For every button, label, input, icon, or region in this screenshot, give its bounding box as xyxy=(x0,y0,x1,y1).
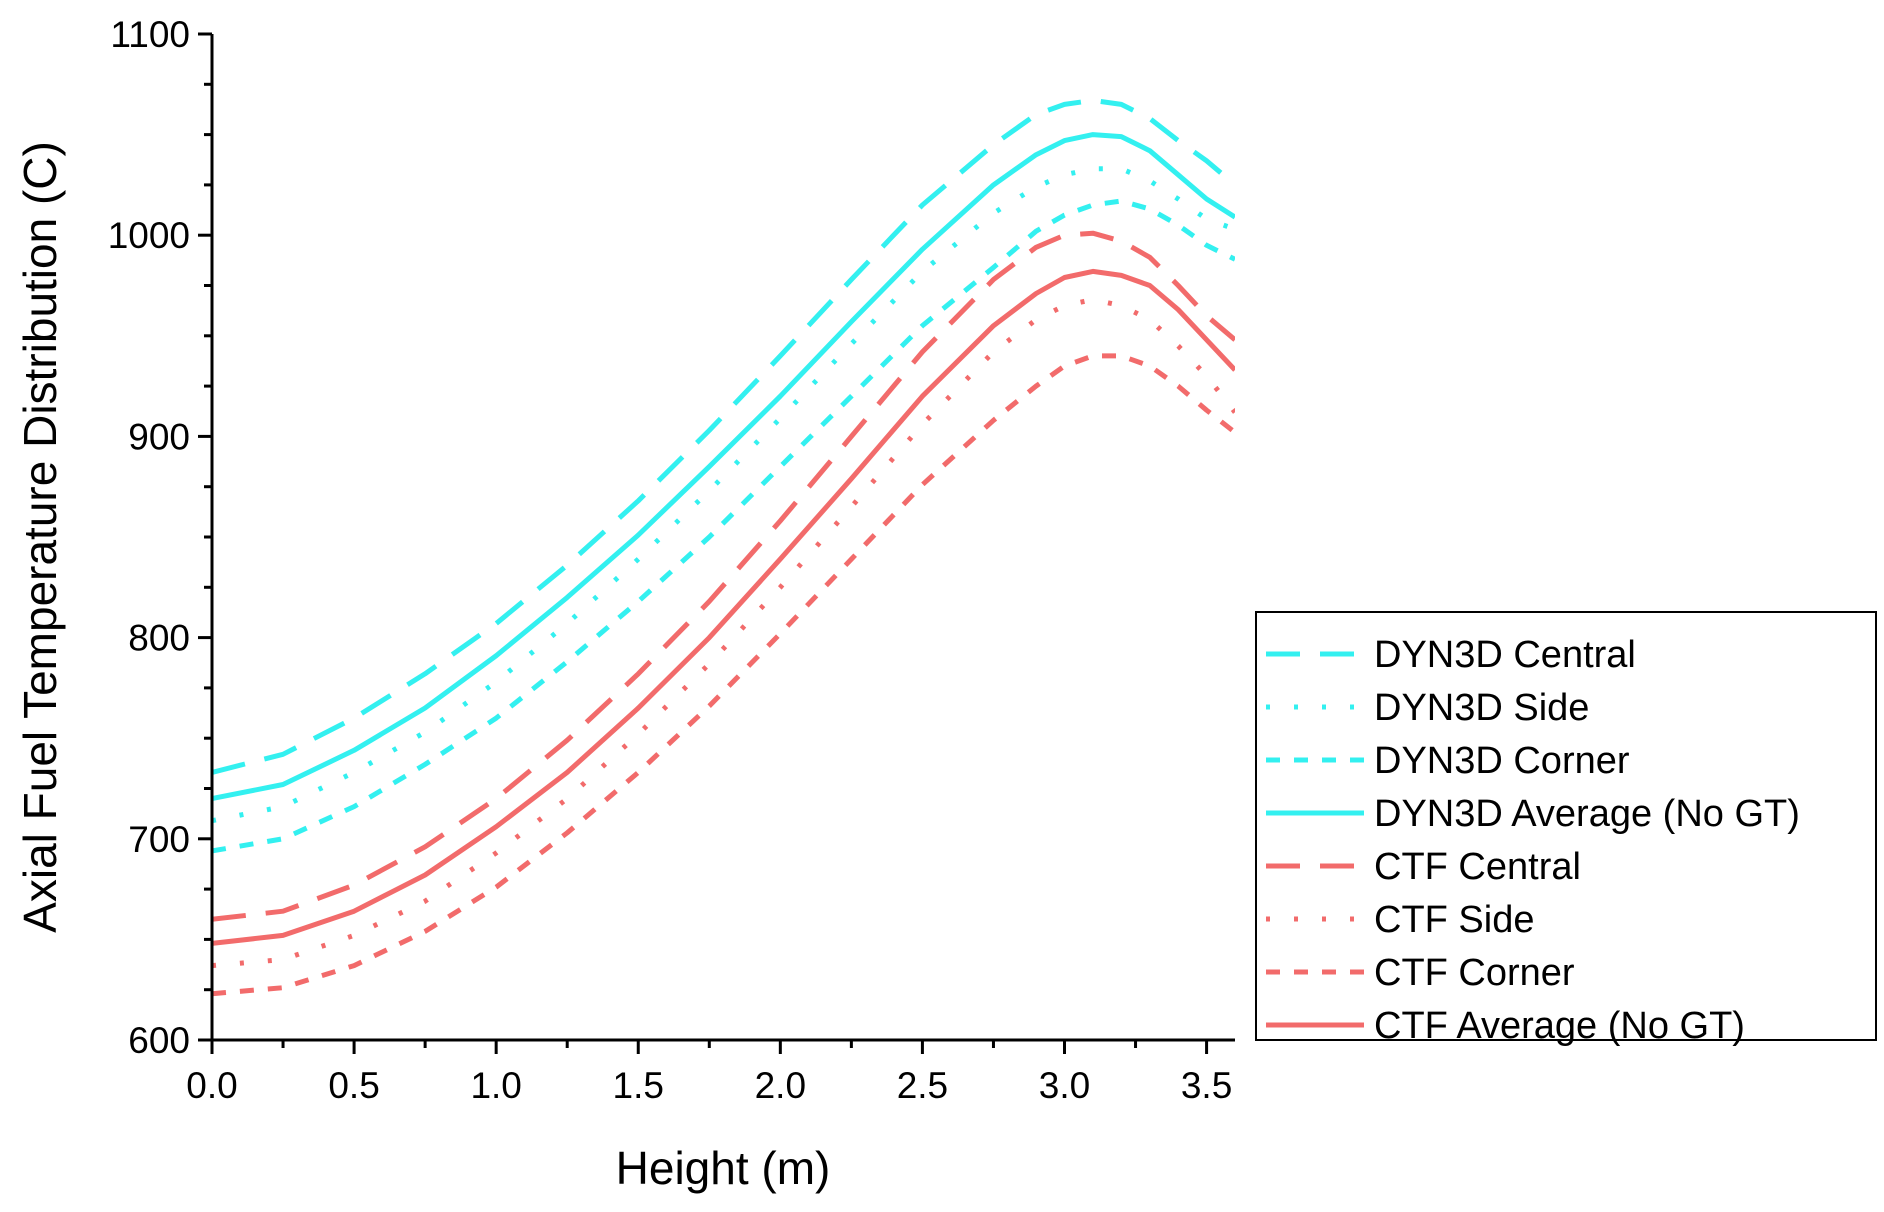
series-line-dyn3d-average-no-gt xyxy=(212,132,1235,802)
legend-label: CTF Corner xyxy=(1374,952,1575,994)
y-tick-label: 900 xyxy=(128,416,190,457)
y-tick-label: 700 xyxy=(128,819,190,860)
series-line-ctf-side xyxy=(212,297,1235,969)
legend: DYN3D Central DYN3D Side DYN3D Corner DYN3D… xyxy=(1255,611,1877,1047)
series-line-dyn3d-central xyxy=(212,97,1235,775)
series-line-dyn3d-corner xyxy=(212,198,1235,854)
legend-label: CTF Central xyxy=(1374,846,1581,888)
legend-label: CTF Average (No GT) xyxy=(1374,1005,1745,1047)
x-tick-label: 1.0 xyxy=(470,1065,521,1106)
x-tick-label: 2.5 xyxy=(897,1065,948,1106)
x-tick-label: 1.5 xyxy=(613,1065,664,1106)
legend-label: DYN3D Central xyxy=(1374,634,1636,676)
y-tick-label: 600 xyxy=(128,1020,190,1061)
legend-label: DYN3D Side xyxy=(1374,687,1589,729)
legend-label: CTF Side xyxy=(1374,899,1534,941)
legend-label: DYN3D Corner xyxy=(1374,740,1630,782)
series-layer xyxy=(212,97,1235,997)
series-line-dyn3d-side xyxy=(212,166,1235,824)
x-tick-label: 3.5 xyxy=(1181,1065,1232,1106)
y-axis-title: Axial Fuel Temperature Distribution (C) xyxy=(14,141,66,933)
y-tick-label: 1000 xyxy=(108,215,190,256)
x-tick-label: 0.5 xyxy=(328,1065,379,1106)
x-axis-title: Height (m) xyxy=(616,1142,831,1194)
series-line-ctf-central xyxy=(212,230,1235,922)
x-tick-label: 0.0 xyxy=(186,1065,237,1106)
x-tick-label: 2.0 xyxy=(755,1065,806,1106)
series-line-ctf-average-no-gt xyxy=(212,268,1235,946)
y-tick-label: 800 xyxy=(128,618,190,659)
axes-layer: 0.0 0.5 1.0 1.5 2.0 2.5 3.0 3.5 600 700 800 900 1000… xyxy=(108,14,1235,1106)
series-line-ctf-corner xyxy=(212,353,1235,997)
legend-label: DYN3D Average (No GT) xyxy=(1374,793,1800,835)
y-tick-label: 1100 xyxy=(110,14,190,55)
legend-box xyxy=(1255,611,1877,1041)
x-tick-label: 3.0 xyxy=(1039,1065,1090,1106)
